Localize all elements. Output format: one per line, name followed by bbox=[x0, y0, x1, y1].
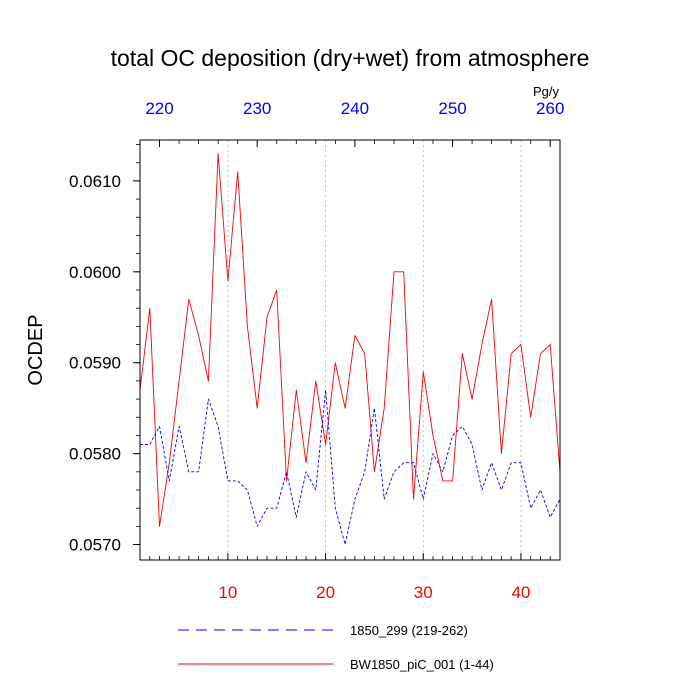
chart-title: total OC deposition (dry+wet) from atmos… bbox=[111, 45, 590, 71]
y-axis-label: OCDEP bbox=[25, 314, 47, 385]
series-line-1850-299-219-262 bbox=[140, 389, 561, 545]
x-tick-label: 10 bbox=[218, 583, 237, 602]
top-x-tick-label: 240 bbox=[341, 99, 369, 118]
legend-label-1850-299: 1850_299 (219-262) bbox=[350, 623, 468, 638]
y-tick-label: 0.0580 bbox=[69, 445, 121, 464]
x-tick-label: 40 bbox=[511, 583, 530, 602]
top-x-tick-label: 260 bbox=[536, 99, 564, 118]
grid-lines bbox=[227, 140, 522, 560]
x-tick-label: 20 bbox=[316, 583, 335, 602]
legend-label-bw1850-pic-001: BW1850_piC_001 (1-44) bbox=[350, 657, 494, 672]
x-tick-label: 30 bbox=[414, 583, 433, 602]
y-tick-label: 0.0610 bbox=[69, 172, 121, 191]
axes: 10 20 30 40 220 230 240 250 260 0.0570 0.0580 0.059… bbox=[69, 99, 564, 602]
top-x-tick-label: 230 bbox=[243, 99, 271, 118]
plot-frame bbox=[139, 139, 561, 561]
top-x-tick-label: 220 bbox=[145, 99, 173, 118]
top-x-tick-label: 250 bbox=[438, 99, 466, 118]
y-tick-label: 0.0600 bbox=[69, 263, 121, 282]
plot-lines bbox=[139, 153, 561, 545]
y-tick-label: 0.0570 bbox=[69, 536, 121, 555]
units-label: Pg/y bbox=[533, 84, 560, 99]
series-line-bw1850-pic-001-1-44 bbox=[139, 153, 561, 527]
legend: 1850_299 (219-262) BW1850_piC_001 (1-44) bbox=[178, 623, 494, 672]
y-tick-label: 0.0590 bbox=[69, 354, 121, 373]
